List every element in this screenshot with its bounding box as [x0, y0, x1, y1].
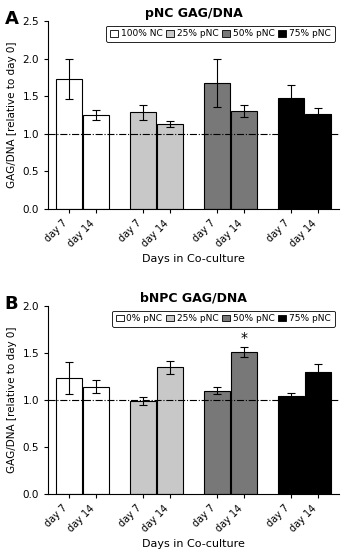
- Bar: [306, 372, 331, 494]
- Bar: [56, 79, 82, 209]
- X-axis label: Days in Co-culture: Days in Co-culture: [142, 254, 245, 264]
- Bar: [231, 111, 257, 209]
- Bar: [56, 379, 82, 494]
- X-axis label: Days in Co-culture: Days in Co-culture: [142, 539, 245, 549]
- Bar: [204, 390, 230, 494]
- Bar: [83, 115, 109, 209]
- Bar: [231, 352, 257, 494]
- Text: *: *: [241, 331, 248, 345]
- Bar: [306, 113, 331, 209]
- Title: pNC GAG/DNA: pNC GAG/DNA: [145, 7, 243, 20]
- Bar: [157, 367, 183, 494]
- Bar: [278, 98, 304, 209]
- Y-axis label: GAG/DNA [relative to day 0]: GAG/DNA [relative to day 0]: [7, 327, 17, 473]
- Text: A: A: [4, 10, 18, 28]
- Legend: 0% pNC, 25% pNC, 50% pNC, 75% pNC: 0% pNC, 25% pNC, 50% pNC, 75% pNC: [112, 311, 335, 327]
- Bar: [204, 83, 230, 209]
- Title: bNPC GAG/DNA: bNPC GAG/DNA: [140, 292, 247, 305]
- Bar: [130, 112, 156, 209]
- Y-axis label: GAG/DNA [relative to day 0]: GAG/DNA [relative to day 0]: [7, 42, 17, 188]
- Text: B: B: [4, 295, 18, 313]
- Bar: [130, 401, 156, 494]
- Legend: 100% NC, 25% pNC, 50% pNC, 75% pNC: 100% NC, 25% pNC, 50% pNC, 75% pNC: [106, 26, 335, 42]
- Bar: [278, 396, 304, 494]
- Bar: [157, 124, 183, 209]
- Bar: [83, 387, 109, 494]
